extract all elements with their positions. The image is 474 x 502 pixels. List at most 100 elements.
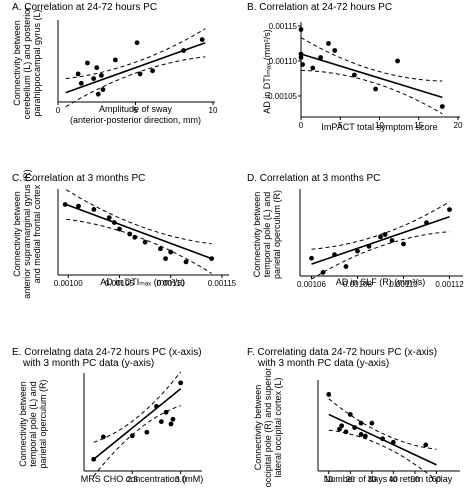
data-point [112, 57, 118, 63]
data-point [332, 252, 337, 258]
data-point [358, 432, 364, 437]
data-point [183, 259, 189, 265]
x-axis-label: AD in DTIₘₐₓ (mm²/s) [100, 277, 184, 287]
regression-line [93, 388, 182, 460]
x-tick-label: 0.00106 [297, 280, 326, 289]
data-point [351, 72, 357, 78]
x-tick-label: 20 [454, 121, 463, 130]
data-point [326, 392, 332, 397]
data-point [309, 255, 314, 261]
data-point [366, 243, 372, 249]
data-point [91, 207, 97, 212]
data-point [320, 270, 326, 275]
data-point [111, 220, 117, 225]
data-point [132, 234, 138, 240]
panel-C: C. Correlation at 3 months PC 0.00100 0.00… [12, 169, 237, 299]
data-point [154, 403, 159, 409]
data-point [310, 65, 316, 71]
data-point [395, 58, 400, 64]
data-point [170, 416, 176, 422]
ci-upper-band [328, 398, 437, 450]
data-point [209, 256, 215, 261]
data-point [100, 434, 106, 440]
data-point [178, 380, 184, 386]
data-point [339, 423, 345, 429]
x-axis-label: MRS CHO concentration (mM) [81, 474, 204, 484]
panel-title: E. Correlatng data 24-72 hours PC (x-axi… [12, 347, 202, 358]
data-point [298, 55, 304, 60]
x-tick-label: 10 [375, 121, 384, 130]
data-point [318, 55, 324, 60]
y-axis-label: occipital pole (R) and superior [263, 368, 273, 488]
data-point [181, 48, 186, 53]
regression-line [311, 215, 450, 265]
data-point [78, 80, 84, 86]
x-axis-label: Number of days to return to play [324, 474, 453, 484]
data-point [300, 62, 305, 67]
x-tick-label: 0.00112 [435, 280, 464, 289]
ci-lower-band [66, 218, 212, 274]
data-point [389, 238, 395, 243]
data-point [168, 249, 174, 255]
y-axis-label: Connectivity between [12, 191, 22, 277]
ci-lower-band [93, 405, 181, 477]
y-tick-label: 0.00110 [269, 57, 298, 66]
y-axis-label: temporal pole (L) and [262, 192, 272, 278]
x-axis-label: Amplitude of sway [99, 104, 173, 114]
x-tick-label: 5 [133, 106, 138, 115]
x-tick-label: 10 [324, 475, 333, 484]
data-point [382, 232, 388, 237]
y-axis-label: AD in DTIₘₐₓ (mm²/s) [262, 29, 272, 113]
data-point [158, 246, 163, 252]
y-axis-label: lateral occipital cortex (L) [273, 377, 283, 477]
data-point [158, 419, 164, 425]
panel-title: B. Correlation at 24-72 hours PC [247, 2, 392, 13]
data-point [326, 41, 331, 46]
y-axis-label: Connectivity between [252, 192, 262, 278]
data-point [369, 420, 375, 426]
x-tick-label: 10 [209, 106, 218, 115]
data-point [129, 433, 135, 439]
data-point [378, 234, 383, 240]
ci-upper-band [65, 189, 212, 245]
data-point [199, 37, 205, 42]
data-point [343, 264, 349, 269]
panel-title: C. Correlation at 3 months PC [12, 173, 145, 184]
panel-D: D. Correlation at 3 months PC 0.00106 0.00… [247, 173, 464, 289]
data-point [355, 248, 360, 254]
data-point [423, 442, 429, 448]
x-tick-label: 0.00110 [389, 280, 418, 289]
x-axis-label: (anterior-posterior direction, mm) [70, 115, 201, 125]
data-point [134, 40, 140, 46]
data-point [332, 48, 338, 53]
data-point [76, 203, 81, 209]
y-axis-label: parietal operculum (R) [272, 190, 282, 279]
x-tick-label: 0 [56, 106, 61, 115]
y-axis-label: Connectivity between [18, 381, 28, 467]
data-point [358, 420, 364, 426]
ci-upper-band [65, 28, 206, 80]
data-point [343, 429, 349, 435]
x-tick-label: 0.00108 [343, 280, 372, 289]
data-point [352, 425, 358, 430]
panel-title-line: with 3 month PC data (y-axis) [257, 358, 389, 369]
x-axis-label: ImPACT total symptom score [321, 122, 437, 132]
data-point [298, 51, 304, 57]
x-tick-label: 0.00115 [208, 279, 237, 288]
data-point [337, 426, 342, 432]
y-axis-label: cerebellum (L) and posterior [22, 7, 32, 120]
data-point [75, 71, 81, 77]
x-tick-label: 50 [410, 475, 419, 484]
x-tick-label: 0 [299, 121, 304, 130]
panel-title-line: with 3 month PC data (y-axis) [22, 358, 154, 369]
ci-lower-band [65, 56, 206, 108]
data-point [163, 409, 169, 415]
data-point [95, 91, 101, 97]
ci-lower-band [328, 429, 437, 481]
y-axis-label: anterior supramarginal gyrus (R) [22, 169, 32, 299]
panel-title: A. Correlation at 24-72 hours PC [12, 2, 157, 13]
data-point [447, 207, 452, 213]
x-tick-label: 15 [414, 121, 423, 130]
x-tick-label: 30 [367, 475, 376, 484]
y-axis-label: parahippocampal gyrus (L) [32, 9, 42, 116]
